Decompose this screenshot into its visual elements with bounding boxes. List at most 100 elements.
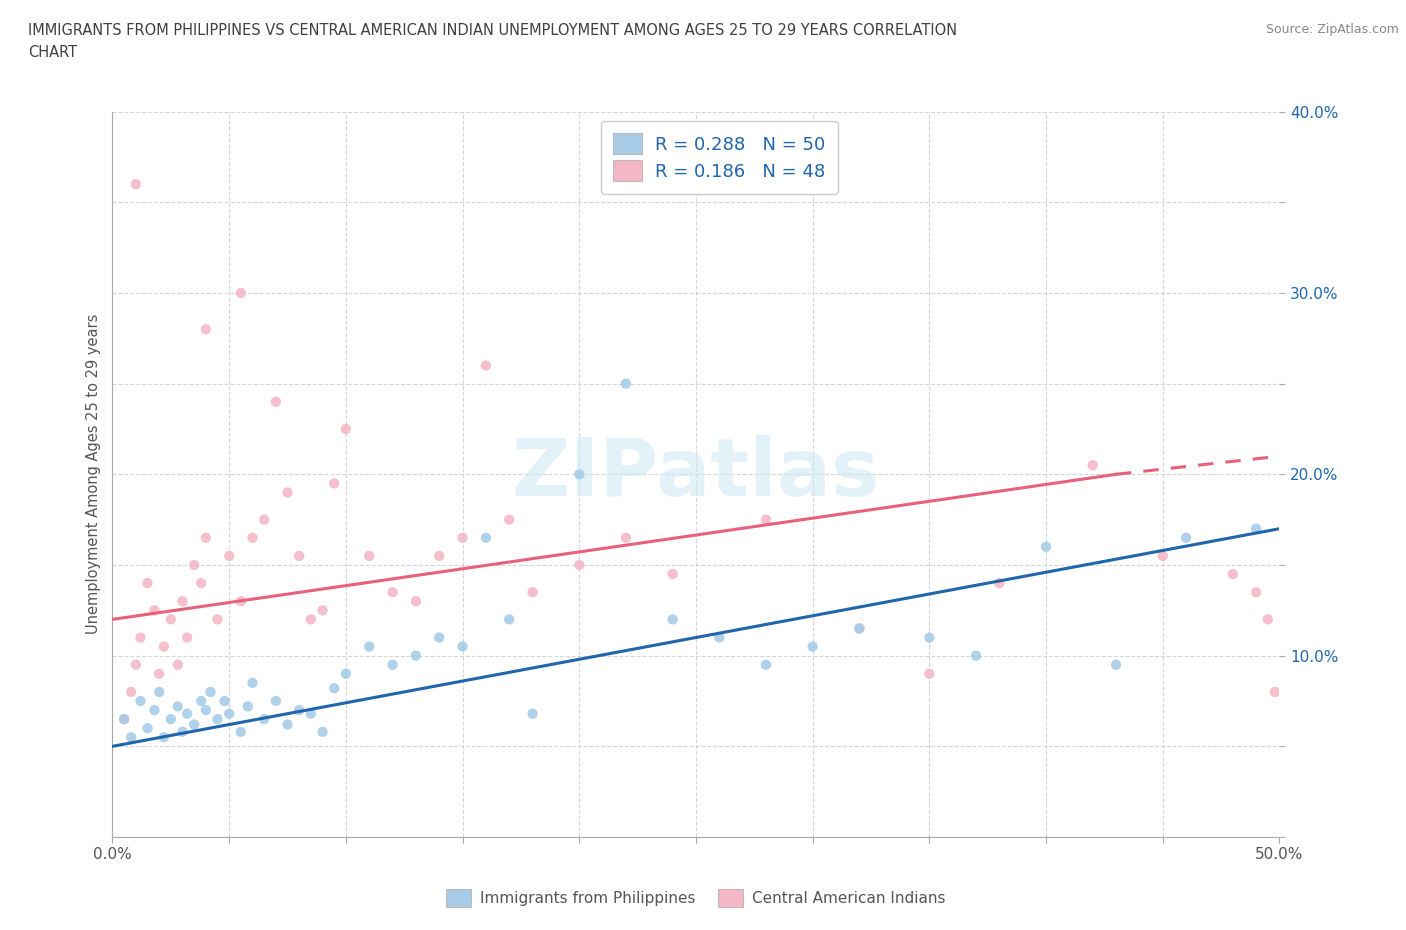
Point — [568, 558, 591, 573]
Point — [1244, 521, 1267, 536]
Point — [143, 703, 166, 718]
Point — [125, 177, 148, 192]
Text: ZIPatlas: ZIPatlas — [512, 435, 880, 513]
Point — [323, 476, 346, 491]
Point — [253, 512, 276, 527]
Point — [160, 711, 183, 726]
Legend: Immigrants from Philippines, Central American Indians: Immigrants from Philippines, Central Ame… — [440, 883, 952, 912]
Point — [1244, 585, 1267, 600]
Point — [755, 658, 778, 672]
Point — [194, 530, 217, 545]
Point — [229, 724, 252, 739]
Point — [288, 703, 311, 718]
Point — [160, 612, 183, 627]
Point — [136, 576, 159, 591]
Point — [253, 711, 276, 726]
Point — [136, 721, 159, 736]
Text: CHART: CHART — [28, 45, 77, 60]
Point — [112, 711, 135, 726]
Point — [1264, 684, 1286, 699]
Point — [848, 621, 870, 636]
Point — [129, 694, 152, 709]
Text: Source: ZipAtlas.com: Source: ZipAtlas.com — [1265, 23, 1399, 36]
Text: IMMIGRANTS FROM PHILIPPINES VS CENTRAL AMERICAN INDIAN UNEMPLOYMENT AMONG AGES 2: IMMIGRANTS FROM PHILIPPINES VS CENTRAL A… — [28, 23, 957, 38]
Point — [848, 621, 870, 636]
Point — [176, 631, 198, 645]
Point — [359, 639, 381, 654]
Point — [207, 612, 229, 627]
Point — [288, 549, 311, 564]
Point — [801, 639, 824, 654]
Point — [276, 485, 298, 500]
Point — [153, 730, 176, 745]
Point — [166, 699, 188, 714]
Point — [172, 594, 194, 609]
Point — [335, 421, 357, 436]
Point — [451, 639, 474, 654]
Point — [661, 566, 683, 581]
Point — [427, 631, 450, 645]
Point — [755, 512, 778, 527]
Point — [381, 585, 404, 600]
Point — [200, 684, 222, 699]
Point — [194, 322, 217, 337]
Point — [918, 666, 941, 681]
Point — [614, 530, 637, 545]
Point — [359, 549, 381, 564]
Point — [190, 576, 212, 591]
Point — [190, 694, 212, 709]
Point — [229, 286, 252, 300]
Point — [148, 684, 170, 699]
Point — [264, 694, 287, 709]
Point — [148, 666, 170, 681]
Point — [311, 603, 333, 618]
Point — [405, 594, 427, 609]
Point — [172, 724, 194, 739]
Point — [129, 631, 152, 645]
Point — [242, 675, 264, 690]
Point — [183, 717, 205, 732]
Point — [214, 694, 236, 709]
Point — [427, 549, 450, 564]
Point — [194, 703, 217, 718]
Point — [475, 358, 498, 373]
Point — [475, 530, 498, 545]
Point — [120, 684, 142, 699]
Point — [988, 576, 1011, 591]
Point — [1081, 458, 1104, 472]
Point — [299, 612, 322, 627]
Point — [661, 612, 683, 627]
Point — [335, 666, 357, 681]
Point — [207, 711, 229, 726]
Point — [1035, 539, 1057, 554]
Point — [218, 706, 240, 721]
Point — [1222, 566, 1244, 581]
Point — [264, 394, 287, 409]
Point — [276, 717, 298, 732]
Point — [614, 376, 637, 391]
Point — [498, 512, 520, 527]
Point — [323, 681, 346, 696]
Point — [1257, 612, 1279, 627]
Point — [1105, 658, 1128, 672]
Point — [125, 658, 148, 672]
Point — [1175, 530, 1198, 545]
Point — [218, 549, 240, 564]
Point — [709, 631, 731, 645]
Point — [522, 706, 544, 721]
Point — [965, 648, 987, 663]
Point — [229, 594, 252, 609]
Y-axis label: Unemployment Among Ages 25 to 29 years: Unemployment Among Ages 25 to 29 years — [86, 314, 101, 634]
Point — [498, 612, 520, 627]
Point — [176, 706, 198, 721]
Point — [1152, 549, 1174, 564]
Point — [568, 467, 591, 482]
Point — [405, 648, 427, 663]
Point — [153, 639, 176, 654]
Point — [242, 530, 264, 545]
Point — [183, 558, 205, 573]
Point — [299, 706, 322, 721]
Point — [918, 631, 941, 645]
Point — [112, 711, 135, 726]
Point — [236, 699, 259, 714]
